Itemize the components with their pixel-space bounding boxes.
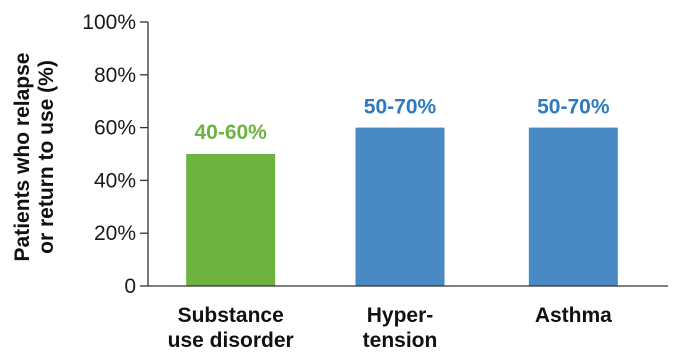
category-label-0-line-1: use disorder (168, 329, 294, 352)
category-label-0-line-0: Substance (178, 304, 284, 327)
y-axis-title-line-1: Patients who relapse (11, 53, 34, 262)
y-tick-label-5: 100% (82, 11, 136, 34)
y-tick-label-1: 20% (94, 222, 136, 245)
bars (186, 127, 618, 286)
data-labels: 40-60% 50-70% 50-70% (194, 96, 609, 144)
y-axis-title: Patients who relapse or return to use (%… (11, 53, 58, 262)
bar-0 (186, 154, 276, 286)
y-axis-title-line-2: or return to use (%) (35, 60, 58, 254)
y-tick-label-2: 40% (94, 169, 136, 192)
data-label-1: 50-70% (364, 96, 437, 119)
bar-1 (355, 127, 445, 286)
data-label-2: 50-70% (537, 96, 610, 119)
y-axis: 0 20% 40% 60% 80% 100% (82, 11, 149, 298)
category-label-1-line-0: Hyper- (367, 304, 434, 327)
y-tick-label-0: 0 (124, 275, 136, 298)
category-label-1-line-1: tension (363, 329, 438, 352)
y-tick-label-4: 80% (94, 64, 136, 87)
category-label-2-line-0: Asthma (535, 304, 612, 327)
bar-2 (528, 127, 618, 286)
y-tick-label-3: 60% (94, 117, 136, 140)
data-label-0: 40-60% (194, 121, 267, 144)
